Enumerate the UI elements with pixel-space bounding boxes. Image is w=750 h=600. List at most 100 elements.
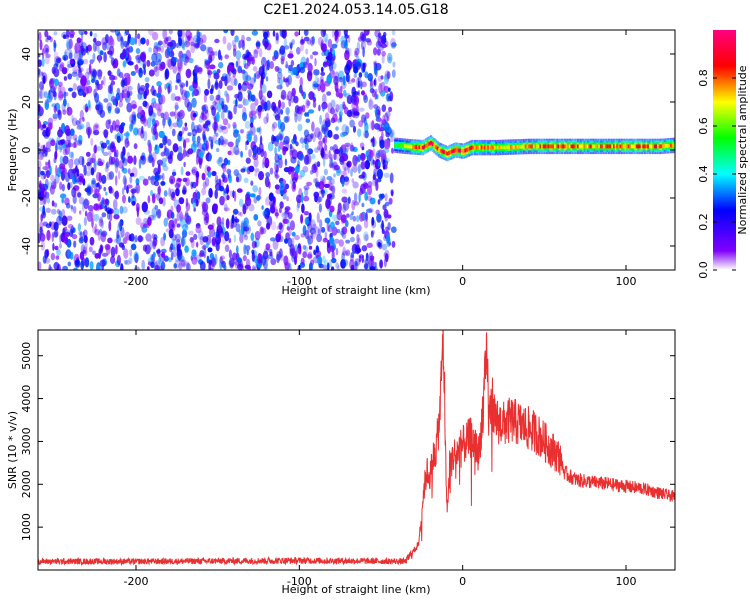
spectrogram-noise-cell xyxy=(170,243,174,251)
spectrogram-noise-cell xyxy=(285,76,290,88)
spectrogram-noise-cell xyxy=(353,192,358,203)
spectrogram-noise-cell xyxy=(45,141,52,150)
spectrogram-noise-cell xyxy=(55,142,58,153)
spectrogram-noise-cell xyxy=(335,220,340,226)
spectrogram-noise-cell xyxy=(318,181,325,190)
spectrogram-noise-cell xyxy=(284,238,289,244)
spectrogram-noise-cell xyxy=(316,161,321,168)
spectrogram-noise-cell xyxy=(61,215,68,226)
spectrogram-noise-cell xyxy=(90,138,94,146)
spectrogram-noise-cell xyxy=(307,237,311,246)
spectrogram-noise-cell xyxy=(232,121,237,129)
spectrogram-noise-cell xyxy=(106,172,113,181)
spectrogram-noise-cell xyxy=(38,104,41,109)
spectrogram-noise-cell xyxy=(378,127,385,132)
spectrogram-noise-cell xyxy=(123,40,129,48)
spectrogram-noise-cell xyxy=(309,54,314,60)
spectrogram-signal-cell xyxy=(606,144,609,149)
spectrogram-noise-cell xyxy=(154,144,158,151)
spectrogram-noise-cell xyxy=(145,82,150,89)
spectrogram-noise-cell xyxy=(73,141,77,148)
spectrogram-noise-cell xyxy=(269,167,274,175)
spectrogram-noise-cell xyxy=(347,61,353,66)
spectrogram-signal-cell xyxy=(604,144,607,149)
spectrogram-noise-cell xyxy=(113,151,117,158)
spectrogram-noise-cell xyxy=(389,138,395,143)
spectrogram-noise-cell xyxy=(77,88,84,96)
spectrogram-noise-cell xyxy=(154,66,160,77)
spectrogram-noise-cell xyxy=(243,234,249,241)
spectrogram-noise-cell xyxy=(225,218,230,229)
spectrogram-signal-cell xyxy=(408,144,411,149)
spectrogram-noise-cell xyxy=(242,255,247,262)
spectrogram-noise-cell xyxy=(215,94,221,101)
spectrogram-noise-cell xyxy=(52,113,59,119)
spectrogram-noise-cell xyxy=(353,111,360,116)
spectrogram-noise-cell xyxy=(41,84,45,91)
spectrogram-noise-cell xyxy=(177,145,183,155)
colorbar-ticks: 0.00.20.40.60.8 xyxy=(697,69,736,279)
spectrogram-noise-cell xyxy=(158,197,164,205)
spectrogram-noise-cell xyxy=(310,219,316,231)
spectrogram-noise-cell xyxy=(185,49,192,60)
spectrogram-noise-cell xyxy=(110,255,116,264)
spectrogram-noise-cell xyxy=(66,215,73,221)
spectrogram-noise-cell xyxy=(85,46,89,54)
spectrogram-noise-cell xyxy=(364,131,369,139)
spectrogram-noise-cell xyxy=(172,171,177,176)
spectrogram-noise-cell xyxy=(321,226,326,233)
spectrogram-noise-cell xyxy=(155,103,161,111)
spectrogram-noise-cell xyxy=(311,121,315,132)
spectrogram-noise-cell xyxy=(67,261,72,267)
spectrogram-noise-cell xyxy=(192,134,196,144)
spectrogram-signal-cell xyxy=(544,144,547,149)
spectrogram-noise-cell xyxy=(333,164,340,171)
spectrogram-noise-cell xyxy=(205,197,211,204)
spectrogram-noise-cell xyxy=(248,165,255,173)
spectrogram-noise-cell xyxy=(241,82,248,92)
spectrogram-noise-cell xyxy=(317,255,323,266)
spectrogram-noise-cell xyxy=(220,125,227,130)
spectrogram-noise-cell xyxy=(344,142,351,147)
spectrogram-noise-cell xyxy=(223,264,227,270)
spectrogram-noise-cell xyxy=(199,261,206,270)
spectrogram-noise-cell xyxy=(283,210,290,218)
spectrogram-noise-cell xyxy=(70,205,74,210)
spectrogram-noise-cell xyxy=(86,185,92,194)
spectrogram-noise-cell xyxy=(134,55,142,60)
spectrogram-noise-cell xyxy=(330,178,335,185)
spectrogram-noise-cell xyxy=(85,121,91,132)
spectrogram-noise-cell xyxy=(367,181,373,188)
spectrogram-noise-cell xyxy=(166,209,173,219)
spectrogram-noise-cell xyxy=(129,175,133,184)
spectrogram-noise-cell xyxy=(275,172,279,180)
spectrogram-noise-cell xyxy=(209,51,215,62)
spectrogram-noise-cell xyxy=(48,266,53,270)
spectrogram-signal-cell xyxy=(541,144,544,149)
spectrogram-signal-cell xyxy=(428,141,431,146)
spectrogram-noise-cell xyxy=(274,65,280,72)
spectrogram-noise-cell xyxy=(357,36,363,42)
spectrogram-noise-cell xyxy=(53,63,59,69)
spectrogram-noise-cell xyxy=(113,238,119,243)
spectrogram-noise-cell xyxy=(264,176,270,188)
spectrogram-noise-cell xyxy=(304,217,310,226)
spectrogram-noise-cell xyxy=(122,60,127,68)
spectrogram-noise-cell xyxy=(264,40,269,48)
spectrogram-noise-cell xyxy=(72,82,78,91)
spectrogram-noise-cell xyxy=(76,139,83,146)
spectrogram-noise-cell xyxy=(248,203,255,212)
spectrogram-noise-cell xyxy=(288,98,292,107)
spectrogram-noise-cell xyxy=(55,255,60,260)
spectrogram-noise-cell xyxy=(177,30,183,38)
spectrogram-noise-cell xyxy=(381,131,384,140)
spectrogram-noise-cell xyxy=(201,106,207,111)
spectrogram-noise-cell xyxy=(104,133,108,140)
spectrogram-noise-cell xyxy=(99,259,106,267)
spectrogram-noise-cell xyxy=(176,223,181,228)
spectrogram-noise-cell xyxy=(366,195,372,201)
spectrogram-signal-cell xyxy=(673,143,675,148)
spectrogram-noise-cell xyxy=(127,155,134,164)
spectrogram-noise-cell xyxy=(306,181,312,186)
spectrogram-noise-cell xyxy=(237,104,244,109)
